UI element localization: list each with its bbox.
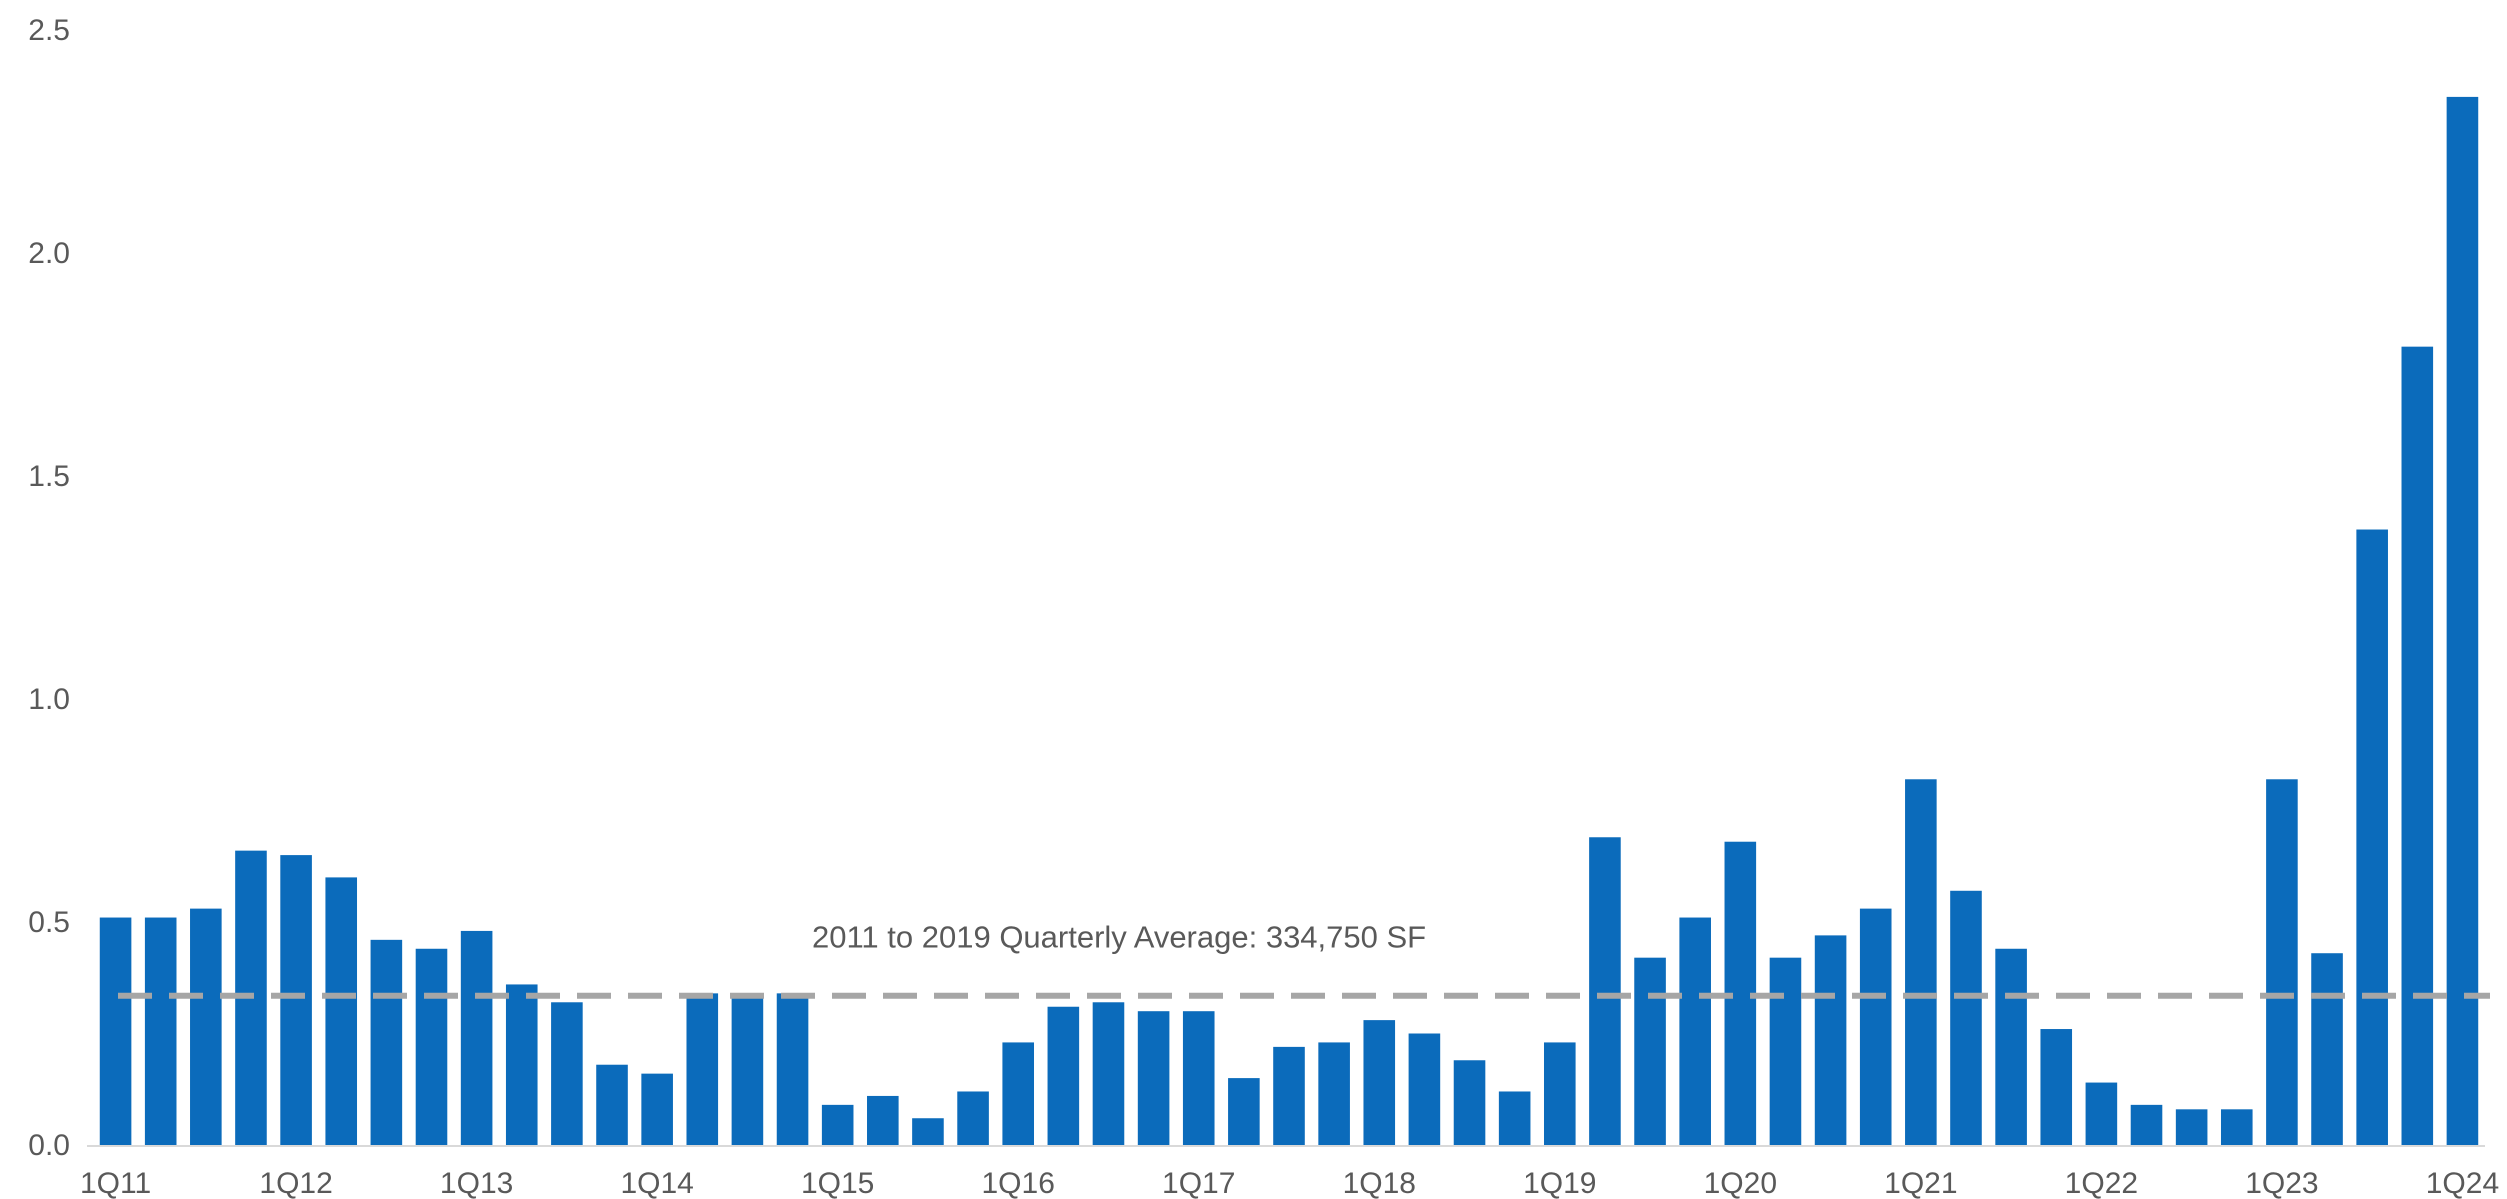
x-tick-label: 1Q22 [2065,1167,2138,1199]
x-tick-label: 1Q20 [1704,1167,1777,1199]
y-tick-label: 2.0 [28,237,70,270]
y-tick-label: 0.5 [28,906,70,939]
x-tick-label: 1Q11 [80,1167,151,1199]
bar [641,1073,673,1145]
y-tick-label: 0.0 [28,1129,70,1162]
x-tick-label: 1Q16 [982,1167,1055,1199]
x-tick-label: 1Q14 [620,1167,693,1199]
x-tick-label: 1Q18 [1343,1167,1416,1199]
bar [1498,1091,1531,1145]
bar [2311,953,2343,1145]
bar [731,997,764,1145]
x-tick-label: 1Q23 [2245,1167,2318,1199]
bar [2175,1109,2208,1145]
bar [1769,957,1802,1145]
bar [1228,1078,1260,1145]
bar [2130,1104,2163,1145]
bar [1995,948,2027,1145]
bar [2356,529,2388,1145]
bar [460,930,493,1145]
bar [1453,1060,1486,1145]
bar [1905,779,1937,1145]
bar [1950,890,1982,1145]
bar [2220,1109,2253,1145]
average-reference-label: 2011 to 2019 Quarterly Average: 334,750 … [812,920,1426,955]
x-tick-label: 1Q24 [2426,1167,2499,1199]
bar [2401,346,2434,1145]
bar [1634,957,1666,1145]
bar [1859,908,1892,1145]
bar [280,855,312,1145]
bar [1182,1011,1215,1145]
bar [551,1002,583,1145]
x-tick-label: 1Q13 [440,1167,513,1199]
x-tick-label: 1Q15 [801,1167,874,1199]
bar [867,1095,899,1145]
bar [1002,1042,1035,1145]
bar [99,917,132,1145]
bar [957,1091,989,1145]
bar [144,917,177,1145]
x-axis-ticks: 1Q11 1Q12 1Q13 1Q14 1Q15 1Q16 1Q17 1Q18 1Q19 1Q20… [80,1167,2499,1199]
y-axis-ticks: 0.0 0.5 1.0 1.5 2.0 2.5 [28,14,70,1162]
bar [325,877,358,1145]
bar [821,1104,854,1145]
bar [1408,1033,1441,1145]
x-tick-label: 1Q21 [1884,1167,1957,1199]
bar [1589,837,1621,1145]
bar [2266,779,2298,1145]
x-tick-label: 1Q17 [1162,1167,1235,1199]
bar [1273,1046,1305,1145]
y-tick-label: 1.0 [28,683,70,716]
bar [2085,1082,2118,1145]
bar [1814,935,1847,1145]
bar [505,984,538,1145]
bar [1137,1011,1170,1145]
bar [415,948,448,1145]
bar [686,993,719,1145]
bar-series [99,96,2479,1145]
bar [370,939,403,1145]
bar [596,1064,628,1145]
bar [912,1118,944,1145]
bar [1543,1042,1576,1145]
bar [1047,1006,1080,1145]
y-tick-label: 1.5 [28,460,70,493]
bar [776,993,809,1145]
bar [1318,1042,1350,1145]
bar [2040,1029,2073,1145]
x-tick-label: 1Q19 [1523,1167,1596,1199]
bar [1363,1020,1396,1145]
bar [190,908,222,1145]
bar [2446,96,2479,1145]
bar [1679,917,1711,1145]
x-tick-label: 1Q12 [259,1167,332,1199]
bar [1092,1002,1125,1145]
y-tick-label: 2.5 [28,14,70,47]
